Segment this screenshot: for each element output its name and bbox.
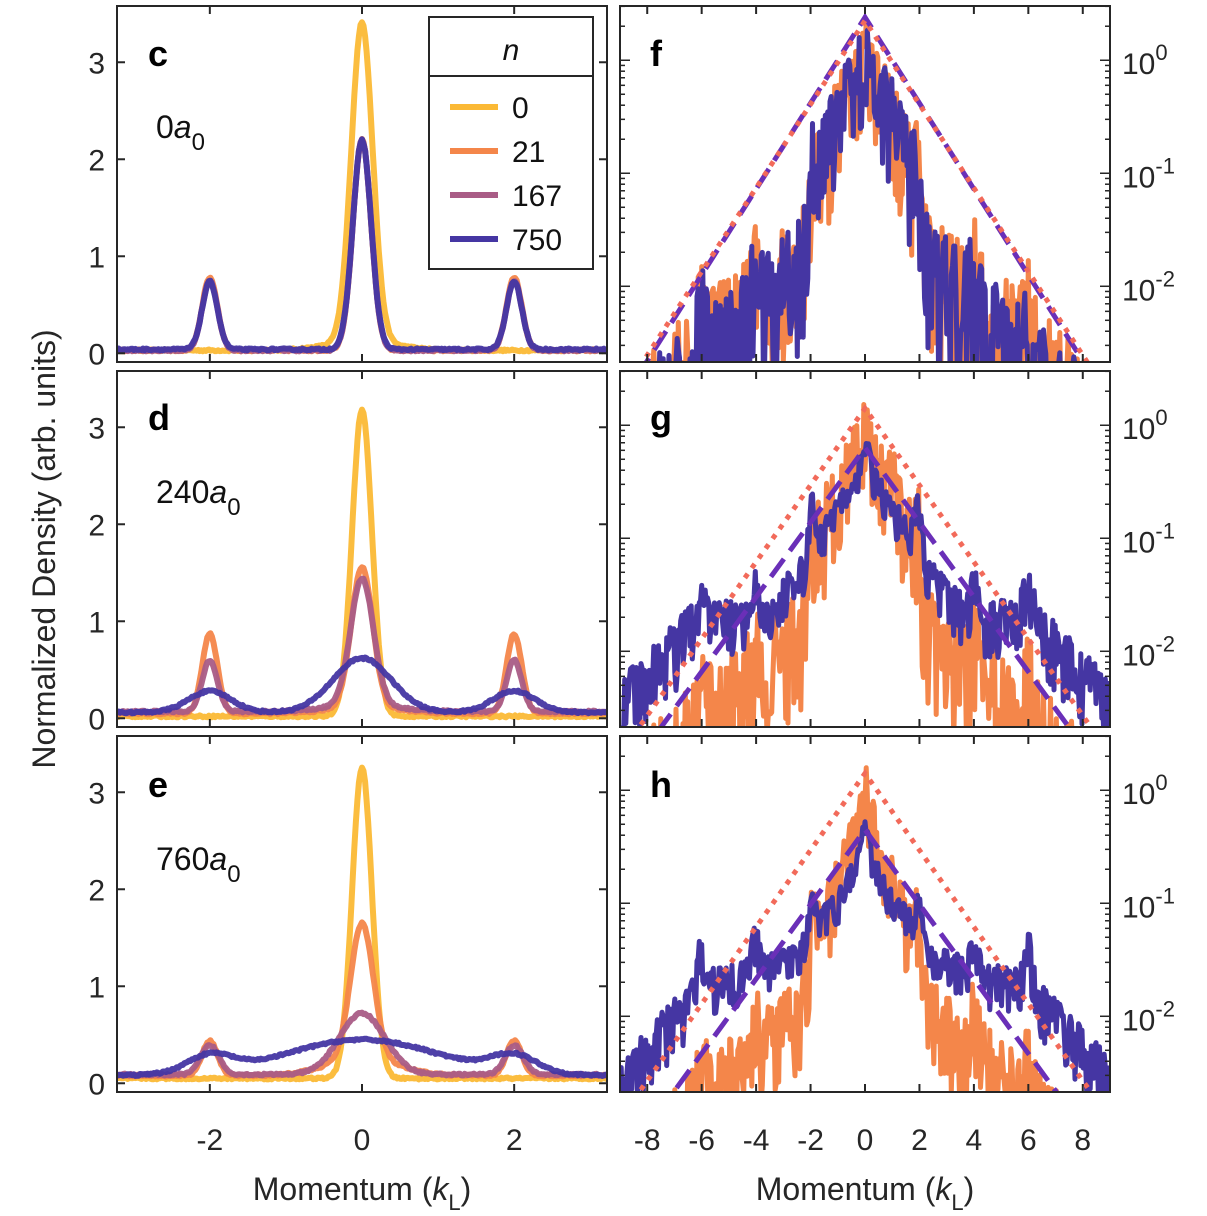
series-line-e-n167 [117, 1009, 607, 1079]
x-tick-label-h: -8 [634, 1124, 661, 1157]
x-tick-label-h: 8 [1074, 1124, 1091, 1157]
y-tick-label-d: 0 [88, 703, 105, 736]
y-tick-label-h: 10-1 [1122, 883, 1175, 924]
panel-e-plot [117, 764, 607, 1083]
x-axis-title-right-text: Momentum ( [756, 1171, 936, 1207]
y-tick-label-e: 0 [88, 1068, 105, 1101]
series-line-c-n750 [117, 136, 607, 354]
series-line-g-n21 [651, 402, 1075, 727]
fit-line-dotted-h [636, 768, 1094, 1092]
y-tick-label-d: 2 [88, 509, 105, 542]
legend-box [428, 16, 594, 270]
legend-title: n [503, 34, 520, 67]
y-tick-label-e: 3 [88, 777, 105, 810]
y-tick-label-c: 3 [88, 47, 105, 80]
panel-label-c: c [148, 33, 168, 74]
fit-line-dashed-g [658, 443, 1072, 727]
fit-line-dashed-h [670, 825, 1060, 1092]
panel-label-g: g [650, 397, 672, 438]
x-tick-label-h: 4 [966, 1124, 983, 1157]
y-tick-label-g: 10-1 [1122, 518, 1175, 559]
x-tick-label-h: -2 [797, 1124, 824, 1157]
x-tick-label-e: -2 [196, 1124, 223, 1157]
legend-label-0: 0 [512, 92, 529, 125]
fit-line-dashed-f [643, 12, 1087, 362]
scattering-length-d: 240a0 [156, 474, 241, 521]
x-tick-label-e: 2 [506, 1124, 523, 1157]
series-line-c-n0 [117, 19, 607, 355]
x-tick-label-h: 6 [1020, 1124, 1037, 1157]
panel-label-e: e [148, 764, 168, 805]
y-tick-label-f: 10-2 [1122, 266, 1175, 307]
panel-h-plot [620, 765, 1110, 1092]
series-line-g-n750 [620, 441, 1110, 727]
legend: n 0 21 167 750 [428, 16, 594, 270]
y-tick-label-e: 1 [88, 971, 105, 1004]
series-line-h-n750 [620, 819, 1110, 1092]
scattering-length-e: 760a0 [156, 841, 241, 888]
y-tick-label-f: 10-1 [1122, 153, 1175, 194]
x-tick-label-h: -6 [688, 1124, 715, 1157]
y-tick-label-g: 10-2 [1122, 631, 1175, 672]
legend-label-21: 21 [512, 136, 545, 169]
y-tick-label-c: 1 [88, 241, 105, 274]
figure-y-label: Normalized Density (arb. units) [26, 329, 62, 768]
y-tick-label-e: 2 [88, 874, 105, 907]
series-line-e-n0 [117, 764, 607, 1083]
panel-g-plot [620, 402, 1110, 727]
series-line-e-n750 [117, 1035, 607, 1079]
x-axis-title-left: Momentum (kL) [253, 1171, 472, 1215]
x-axis-title-left-text: Momentum ( [253, 1171, 433, 1207]
fit-line-dotted-f [639, 16, 1091, 362]
scattering-length-c: 0a0 [156, 109, 205, 156]
y-tick-label-d: 1 [88, 606, 105, 639]
y-tick-label-h: 10-2 [1122, 996, 1175, 1037]
panel-label-f: f [650, 33, 663, 74]
x-tick-label-e: 0 [354, 1124, 371, 1157]
series-line-d-n167 [117, 575, 607, 716]
panel-label-d: d [148, 397, 170, 438]
y-tick-label-g: 100 [1122, 405, 1168, 446]
series-line-f-n750 [656, 27, 1078, 362]
panel-c-plot [117, 19, 607, 355]
fit-line-dotted-g [636, 403, 1094, 727]
panel-d-frame [116, 370, 608, 728]
y-tick-label-f: 100 [1122, 40, 1168, 81]
x-tick-label-h: 0 [857, 1124, 874, 1157]
series-line-d-n0 [117, 406, 607, 721]
x-tick-label-h: -4 [743, 1124, 770, 1157]
y-tick-label-d: 3 [88, 412, 105, 445]
series-line-d-n750 [117, 654, 607, 717]
panel-d-plot [117, 406, 607, 721]
x-axis-title-right: Momentum (kL) [756, 1171, 975, 1215]
series-line-d-n21 [117, 564, 607, 718]
legend-label-167: 167 [512, 180, 562, 213]
x-tick-label-h: 2 [911, 1124, 928, 1157]
y-tick-label-c: 2 [88, 144, 105, 177]
panel-label-h: h [650, 764, 672, 805]
y-tick-label-c: 0 [88, 338, 105, 371]
y-tick-label-h: 100 [1122, 770, 1168, 811]
series-line-e-n21 [117, 919, 607, 1080]
legend-label-750: 750 [512, 224, 562, 257]
panel-f-plot [639, 12, 1091, 362]
